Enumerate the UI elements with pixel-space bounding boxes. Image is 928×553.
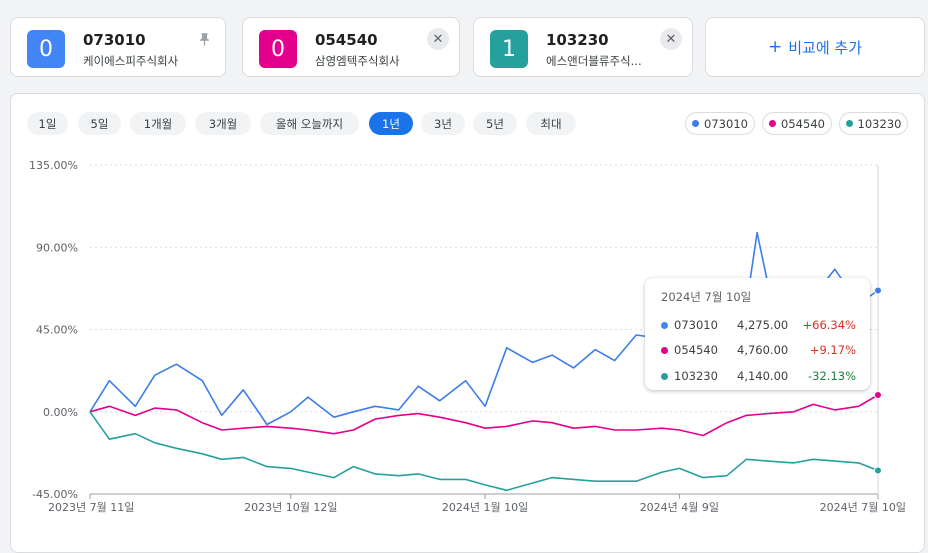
range-3m[interactable]: 3개월 (195, 112, 251, 135)
close-icon[interactable]: ✕ (427, 28, 449, 50)
tooltip-price: 4,140.00 (737, 369, 789, 383)
series-line-103230 (89, 411, 879, 492)
series-endpoint-103230 (874, 466, 882, 475)
legend-dot (769, 120, 777, 127)
close-icon[interactable]: ✕ (660, 28, 682, 50)
range-5y[interactable]: 5년 (473, 112, 517, 135)
pin-icon[interactable] (193, 28, 215, 50)
range-1m[interactable]: 1개월 (130, 112, 186, 135)
stock-card-103230[interactable]: 1 103230 에스앤더블류주식... ✕ (473, 17, 693, 77)
add-compare-label: 비교에 추가 (788, 38, 863, 57)
range-ytd[interactable]: 올해 오늘까지 (260, 112, 359, 135)
card-ticker: 054540 (315, 31, 378, 49)
x-tick-label: 2023년 7월 11일 (48, 500, 134, 514)
tooltip-row-054540: 054540 4,760.00 +9.17% (661, 343, 856, 359)
x-tick-label: 2024년 7월 10일 (820, 500, 906, 514)
tooltip-ticker: 054540 (674, 343, 718, 357)
series-endpoint-073010 (874, 286, 882, 295)
hover-tooltip: 2024년 7월 10일 073010 4,275.00 +66.34% 054… (645, 278, 870, 390)
tooltip-change: +9.17% (809, 343, 856, 357)
y-tick-label: 135.00% (29, 159, 78, 172)
tooltip-dot (661, 322, 668, 329)
card-ticker: 073010 (83, 31, 146, 49)
stock-card-073010[interactable]: 0 073010 케이에스피주식회사 (10, 17, 226, 77)
y-tick-label: -45.00% (32, 488, 78, 501)
tooltip-ticker: 073010 (674, 318, 718, 332)
legend-label: 054540 (781, 116, 825, 131)
add-compare-button[interactable]: + 비교에 추가 (705, 17, 925, 77)
legend-item-073010[interactable]: 073010 (685, 112, 755, 135)
card-badge: 1 (490, 30, 528, 68)
legend-item-054540[interactable]: 054540 (762, 112, 832, 135)
y-tick-label: 0.00% (43, 406, 78, 419)
x-tick-label: 2024년 1월 10일 (442, 500, 528, 514)
range-1d[interactable]: 1일 (27, 112, 68, 135)
range-3y[interactable]: 3년 (421, 112, 465, 135)
range-1y[interactable]: 1년 (369, 112, 413, 135)
plus-icon: + (767, 37, 783, 57)
tooltip-price: 4,760.00 (737, 343, 789, 357)
y-tick-label: 45.00% (36, 324, 78, 337)
range-5d[interactable]: 5일 (78, 112, 121, 135)
tooltip-date: 2024년 7월 10일 (661, 290, 752, 304)
card-badge: 0 (259, 30, 297, 68)
comparison-line-chart[interactable]: 135.00% 90.00% 45.00% 0.00% -45.00%2023년 7월 … (0, 0, 928, 541)
range-max[interactable]: 최대 (526, 112, 576, 135)
legend-dot (692, 120, 700, 127)
legend-item-103230[interactable]: 103230 (839, 112, 908, 135)
series-line-054540 (89, 394, 879, 437)
x-tick-label: 2024년 4월 9일 (640, 500, 719, 514)
x-tick-label: 2023년 10월 12일 (244, 500, 337, 514)
tooltip-price: 4,275.00 (737, 318, 789, 332)
tooltip-dot (661, 347, 668, 354)
comparison-cards: 0 073010 케이에스피주식회사 0 054540 삼영엠텍주식회사 ✕ 1… (10, 17, 925, 77)
series-line-073010 (89, 231, 879, 426)
series-endpoint-054540 (874, 390, 882, 399)
stock-card-054540[interactable]: 0 054540 삼영엠텍주식회사 ✕ (242, 17, 460, 77)
card-ticker: 103230 (546, 31, 609, 49)
legend-label: 103230 (857, 116, 902, 131)
legend-label: 073010 (704, 116, 748, 131)
tooltip-ticker: 103230 (674, 369, 718, 383)
tooltip-change: -32.13% (808, 369, 856, 383)
legend-dot (845, 120, 853, 127)
tooltip-row-103230: 103230 4,140.00 -32.13% (661, 369, 856, 385)
card-badge: 0 (27, 30, 65, 68)
tooltip-dot (661, 373, 668, 380)
tooltip-change: +66.34% (802, 318, 857, 332)
y-tick-label: 90.00% (36, 241, 78, 254)
tooltip-row-073010: 073010 4,275.00 +66.34% (661, 318, 856, 334)
